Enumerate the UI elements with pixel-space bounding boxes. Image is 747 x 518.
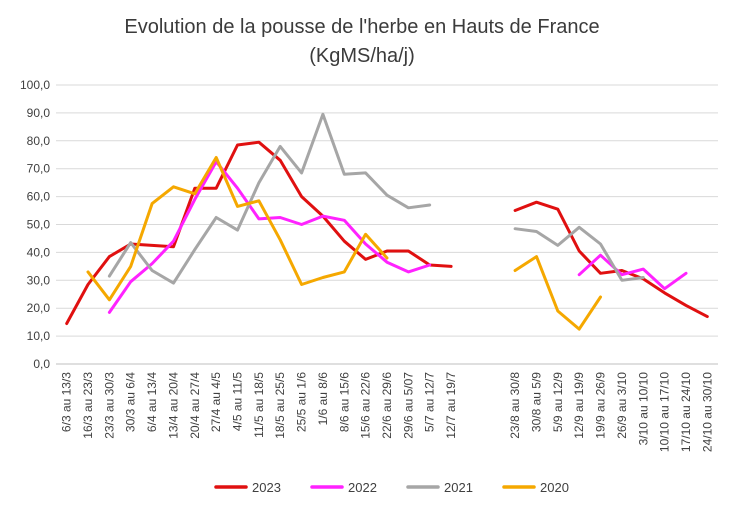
x-tick-label: 13/4 au 20/4 bbox=[166, 372, 180, 439]
series-2021 bbox=[107, 112, 645, 285]
series-lines bbox=[65, 112, 709, 331]
chart-title: Evolution de la pousse de l'herbe en Hau… bbox=[124, 16, 599, 38]
series-line-2021 bbox=[107, 112, 432, 285]
x-tick-label: 30/3 au 6/4 bbox=[124, 372, 138, 432]
x-tick-label: 29/6 au 5/07 bbox=[401, 372, 415, 439]
legend-label-2023: 2023 bbox=[252, 480, 281, 495]
y-tick-label: 80,0 bbox=[27, 134, 51, 148]
series-line-2020 bbox=[513, 255, 602, 331]
y-tick-label: 50,0 bbox=[27, 218, 51, 232]
x-tick-label: 30/8 au 5/9 bbox=[529, 372, 543, 432]
x-tick-label: 20/4 au 27/4 bbox=[188, 372, 202, 439]
chart-subtitle: (KgMS/ha/j) bbox=[309, 45, 415, 67]
x-tick-label: 17/10 au 24/10 bbox=[679, 372, 693, 452]
x-tick-label: 1/6 au 8/6 bbox=[316, 372, 330, 426]
x-tick-label: 12/7 au 19/7 bbox=[444, 372, 458, 439]
x-tick-label: 5/7 au 12/7 bbox=[423, 372, 437, 432]
x-tick-label: 27/4 au 4/5 bbox=[209, 372, 223, 432]
x-tick-label: 5/9 au 12/9 bbox=[551, 372, 565, 432]
series-2022 bbox=[107, 160, 688, 314]
x-tick-label: 24/10 au 30/10 bbox=[700, 372, 714, 452]
x-tick-label: 8/6 au 15/6 bbox=[337, 372, 351, 432]
y-tick-label: 30,0 bbox=[27, 273, 51, 287]
legend-label-2022: 2022 bbox=[348, 480, 377, 495]
y-tick-label: 60,0 bbox=[27, 190, 51, 204]
x-tick-label: 23/3 au 30/3 bbox=[102, 372, 116, 439]
x-tick-label: 3/10 au 10/10 bbox=[636, 372, 650, 446]
y-tick-label: 0,0 bbox=[33, 357, 50, 371]
x-tick-label: 4/5 au 11/5 bbox=[231, 372, 245, 431]
y-tick-label: 90,0 bbox=[27, 106, 51, 120]
legend-label-2020: 2020 bbox=[540, 480, 569, 495]
series-line-2023 bbox=[513, 200, 709, 319]
x-tick-label: 12/9 au 19/9 bbox=[572, 372, 586, 439]
y-tick-label: 100,0 bbox=[20, 78, 50, 92]
legend-label-2021: 2021 bbox=[444, 480, 473, 495]
x-tick-label: 11/5 au 18/5 bbox=[252, 372, 266, 438]
series-line-2023 bbox=[65, 140, 453, 325]
series-line-2022 bbox=[107, 160, 432, 314]
x-tick-label: 15/6 au 22/6 bbox=[359, 372, 373, 439]
y-tick-label: 40,0 bbox=[27, 245, 51, 259]
x-tick-label: 6/3 au 13/3 bbox=[60, 372, 74, 432]
series-line-2022 bbox=[577, 253, 688, 291]
x-tick-label: 6/4 au 13/4 bbox=[145, 372, 159, 432]
x-tick-label: 26/9 au 3/10 bbox=[615, 372, 629, 439]
x-tick-label: 23/8 au 30/8 bbox=[508, 372, 522, 439]
x-tick-label: 25/5 au 1/6 bbox=[295, 372, 309, 432]
axes: 0,0 10,0 20,0 30,0 40,0 50,0 60,0 70,0 80,0 90,0 1… bbox=[20, 78, 718, 452]
series-2020 bbox=[86, 156, 602, 331]
legend: 2023 2022 2021 2020 bbox=[214, 480, 569, 495]
x-tick-label: 10/10 au 17/10 bbox=[658, 372, 672, 452]
x-tick-label: 18/5 au 25/5 bbox=[273, 372, 287, 439]
series-line-2020 bbox=[86, 156, 389, 302]
gridlines bbox=[56, 84, 718, 365]
x-tick-label: 22/6 au 29/6 bbox=[380, 372, 394, 439]
x-tick-label: 19/9 au 26/9 bbox=[594, 372, 608, 439]
y-tick-label: 10,0 bbox=[27, 329, 51, 343]
y-tick-label: 20,0 bbox=[27, 301, 51, 315]
series-line-2021 bbox=[513, 225, 645, 282]
y-tick-label: 70,0 bbox=[27, 162, 51, 176]
x-tick-label: 16/3 au 23/3 bbox=[81, 372, 95, 439]
series-2023 bbox=[65, 140, 709, 325]
